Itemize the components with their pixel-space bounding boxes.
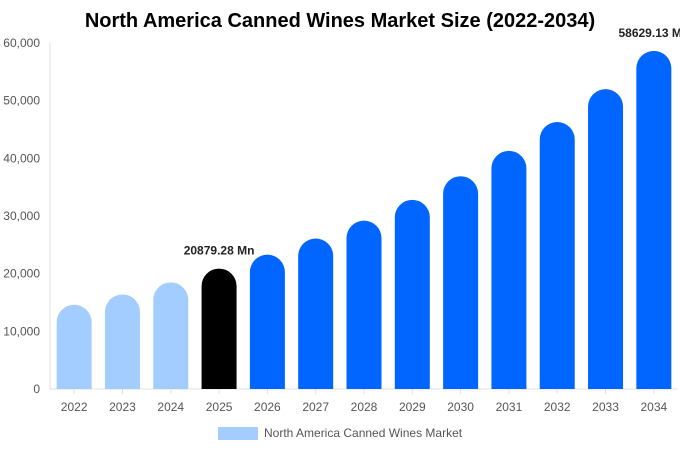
chart-title: North America Canned Wines Market Size (…	[85, 10, 595, 32]
y-tick-label: 50,000	[3, 94, 40, 108]
bar-2030	[443, 176, 479, 389]
y-axis: 0 10,000 20,000 30,000 40,000 50,000 60,000	[3, 36, 51, 396]
x-tick-label: 2029	[399, 400, 426, 414]
bar-2022	[56, 304, 92, 389]
bar-2029	[394, 199, 430, 389]
x-tick-label: 2026	[254, 400, 281, 414]
x-tick-label: 2034	[640, 400, 667, 414]
bar-2034	[636, 50, 672, 390]
data-label-2034: 58629.13 Mn	[618, 26, 680, 40]
bar-2033	[588, 89, 624, 389]
legend-label: North America Canned Wines Market	[264, 426, 463, 440]
x-tick-label: 2027	[302, 400, 329, 414]
y-tick-label: 20,000	[3, 267, 40, 281]
y-tick-label: 40,000	[3, 151, 40, 165]
y-tick-label: 30,000	[3, 209, 40, 223]
x-tick-label: 2024	[157, 400, 184, 414]
x-tick-label: 2031	[496, 400, 523, 414]
legend: North America Canned Wines Market	[218, 426, 463, 440]
x-tick-label: 2022	[61, 400, 88, 414]
legend-swatch	[218, 427, 258, 440]
x-tick-label: 2032	[544, 400, 571, 414]
x-tick-label: 2033	[592, 400, 619, 414]
x-tick-label: 2025	[206, 400, 233, 414]
bar-2028	[346, 220, 382, 389]
bar-2031	[491, 150, 527, 389]
x-tick-label: 2023	[109, 400, 136, 414]
bar-2023	[104, 294, 140, 389]
y-tick-label: 0	[33, 382, 40, 396]
data-labels: 20879.28 Mn 58629.13 Mn	[184, 26, 680, 258]
y-tick-label: 60,000	[3, 36, 40, 50]
bars	[56, 50, 672, 390]
bar-2027	[298, 238, 334, 389]
bar-2025	[201, 268, 237, 389]
data-label-2025: 20879.28 Mn	[184, 244, 255, 258]
x-tick-label: 2028	[351, 400, 378, 414]
y-tick-label: 10,000	[3, 324, 40, 338]
bar-2032	[539, 122, 575, 389]
x-tick-label: 2030	[447, 400, 474, 414]
bar-2026	[249, 254, 285, 389]
x-axis: 2022 2023 2024 2025 2026 2027 2028 2029 2030 2031…	[50, 388, 678, 414]
bar-2024	[153, 282, 189, 389]
